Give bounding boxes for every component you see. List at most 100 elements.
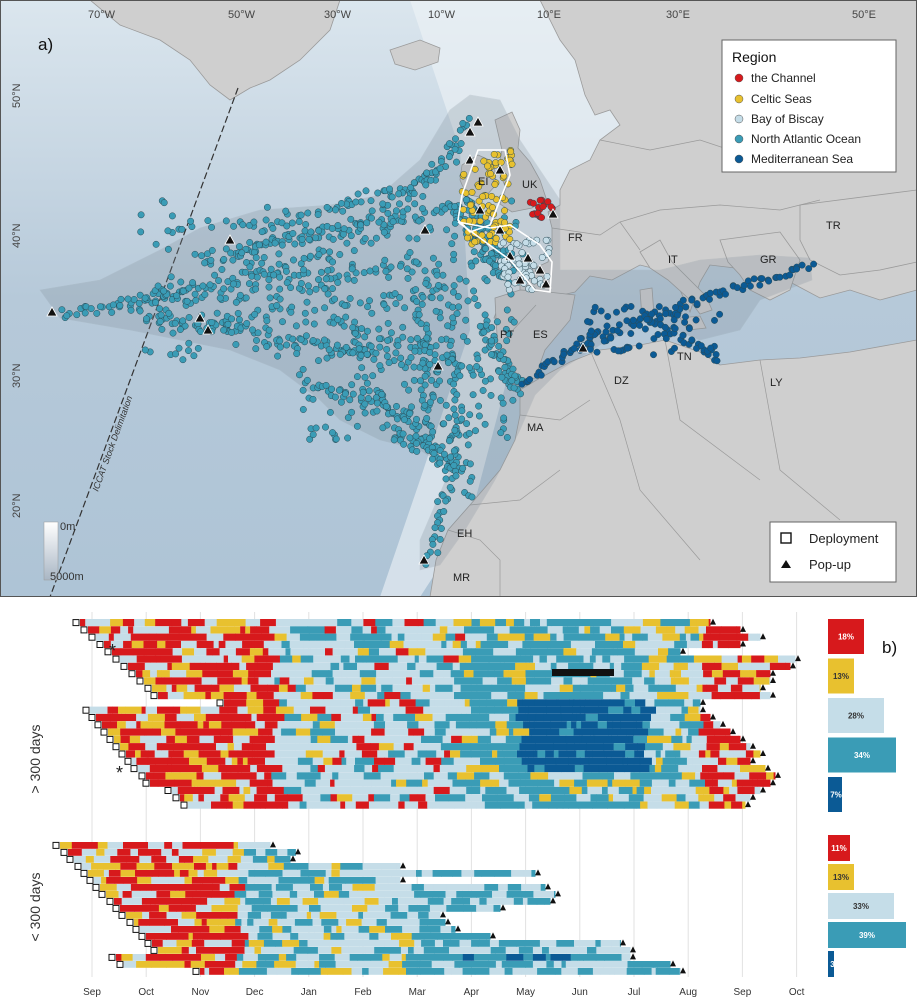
track-segment xyxy=(396,779,407,787)
track-segment xyxy=(355,655,367,663)
track-segment xyxy=(201,677,218,685)
track-point xyxy=(168,212,176,220)
track-segment xyxy=(546,655,552,663)
track-segment xyxy=(437,933,444,940)
track-point xyxy=(641,325,649,333)
channel-region-outline xyxy=(457,149,511,233)
track-segment xyxy=(590,626,601,634)
popup-marker xyxy=(770,677,776,683)
track-point xyxy=(417,320,425,328)
track-segment xyxy=(660,772,672,780)
lon-label: 10°W xyxy=(428,9,456,21)
track-point xyxy=(276,337,284,345)
track-segment xyxy=(320,905,338,912)
track-segment xyxy=(696,619,710,627)
track-segment xyxy=(110,626,121,634)
track-point xyxy=(137,228,145,236)
track-segment xyxy=(315,779,331,787)
track-segment xyxy=(408,648,426,656)
track-segment xyxy=(424,765,434,773)
track-segment xyxy=(708,772,724,780)
track-point xyxy=(315,357,322,365)
track-segment xyxy=(509,713,517,722)
track-point xyxy=(342,313,350,321)
track-segment xyxy=(224,699,231,707)
popup-triangle-icon xyxy=(781,560,791,568)
track-segment xyxy=(194,713,207,722)
track-segment xyxy=(503,670,509,678)
track-segment xyxy=(362,713,372,722)
track-segment xyxy=(432,870,442,877)
track-segment xyxy=(391,633,399,641)
track-point xyxy=(398,361,405,369)
track-point xyxy=(157,311,165,319)
track-point xyxy=(428,160,436,168)
track-segment xyxy=(317,713,322,722)
track-segment xyxy=(555,757,569,765)
track-segment xyxy=(308,794,321,802)
track-segment xyxy=(265,757,275,765)
track-segment xyxy=(664,721,680,729)
track-point xyxy=(404,274,412,282)
track-point xyxy=(614,347,622,355)
track-segment xyxy=(210,626,228,634)
track-point xyxy=(421,381,429,389)
track-segment xyxy=(757,779,764,787)
track-segment xyxy=(528,706,547,714)
track-segment xyxy=(313,662,331,670)
track-segment xyxy=(135,870,153,877)
track-segment xyxy=(172,706,181,714)
track-point xyxy=(470,248,478,256)
track-segment xyxy=(630,772,641,780)
track-segment xyxy=(304,779,317,787)
track-point xyxy=(419,293,427,301)
track-segment xyxy=(307,699,325,707)
track-segment xyxy=(232,728,251,736)
track-segment xyxy=(202,877,213,884)
track-segment xyxy=(633,684,649,692)
track-segment xyxy=(195,905,212,912)
track-segment xyxy=(188,947,197,954)
track-segment xyxy=(237,757,244,765)
track-segment xyxy=(393,662,400,670)
track-segment xyxy=(445,633,456,641)
track-segment xyxy=(648,655,660,663)
track-segment xyxy=(708,801,725,809)
track-segment xyxy=(587,947,597,954)
track-segment xyxy=(465,801,477,809)
track-segment xyxy=(714,677,727,685)
track-segment xyxy=(191,877,203,884)
track-segment xyxy=(706,626,722,634)
track-point xyxy=(358,325,366,333)
track-segment xyxy=(239,870,249,877)
track-segment xyxy=(438,891,446,898)
track-point xyxy=(191,250,199,258)
track-segment xyxy=(307,940,315,947)
track-point xyxy=(498,373,506,381)
track-segment xyxy=(611,619,628,627)
track-point xyxy=(260,270,268,278)
track-segment xyxy=(363,772,382,780)
track-segment xyxy=(230,765,238,773)
track-segment xyxy=(240,926,253,933)
track-point xyxy=(361,235,369,242)
track-point xyxy=(263,343,271,351)
track-segment xyxy=(122,619,129,627)
track-segment xyxy=(508,670,526,678)
track-segment xyxy=(252,926,260,933)
track-segment xyxy=(154,863,173,870)
track-segment xyxy=(164,713,178,722)
track-segment xyxy=(351,626,364,634)
month-label: Dec xyxy=(246,987,264,998)
track-segment xyxy=(709,786,724,795)
track-segment xyxy=(470,677,484,685)
track-segment xyxy=(696,684,703,692)
track-segment xyxy=(604,954,622,961)
track-point xyxy=(160,199,168,207)
track-point xyxy=(413,415,420,423)
track-segment xyxy=(375,940,385,947)
track-segment xyxy=(327,619,338,627)
track-segment xyxy=(144,677,156,685)
track-segment xyxy=(447,743,462,751)
track-point xyxy=(507,148,515,156)
